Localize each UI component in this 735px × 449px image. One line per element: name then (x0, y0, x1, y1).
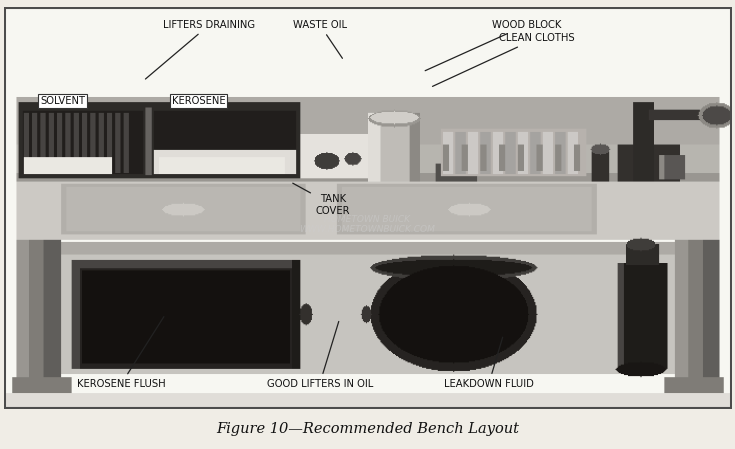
Text: TANK
COVER: TANK COVER (293, 183, 350, 216)
Text: Figure 10—Recommended Bench Layout: Figure 10—Recommended Bench Layout (216, 422, 519, 436)
Text: HOMETOWN BUICK
WWW.HOMETOWNBUICK.COM: HOMETOWN BUICK WWW.HOMETOWNBUICK.COM (300, 215, 435, 234)
Text: WASTE OIL: WASTE OIL (293, 20, 347, 58)
Text: LIFTERS DRAINING: LIFTERS DRAINING (146, 20, 256, 79)
Text: KEROSENE FLUSH: KEROSENE FLUSH (77, 317, 165, 389)
Text: CLEAN CLOTHS: CLEAN CLOTHS (432, 33, 575, 86)
Text: KEROSENE: KEROSENE (172, 96, 225, 106)
Text: GOOD LIFTERS IN OIL: GOOD LIFTERS IN OIL (267, 321, 373, 389)
Text: SOLVENT: SOLVENT (40, 96, 85, 106)
Text: WOOD BLOCK: WOOD BLOCK (425, 20, 562, 70)
Text: LEAKDOWN FLUID: LEAKDOWN FLUID (444, 337, 534, 389)
